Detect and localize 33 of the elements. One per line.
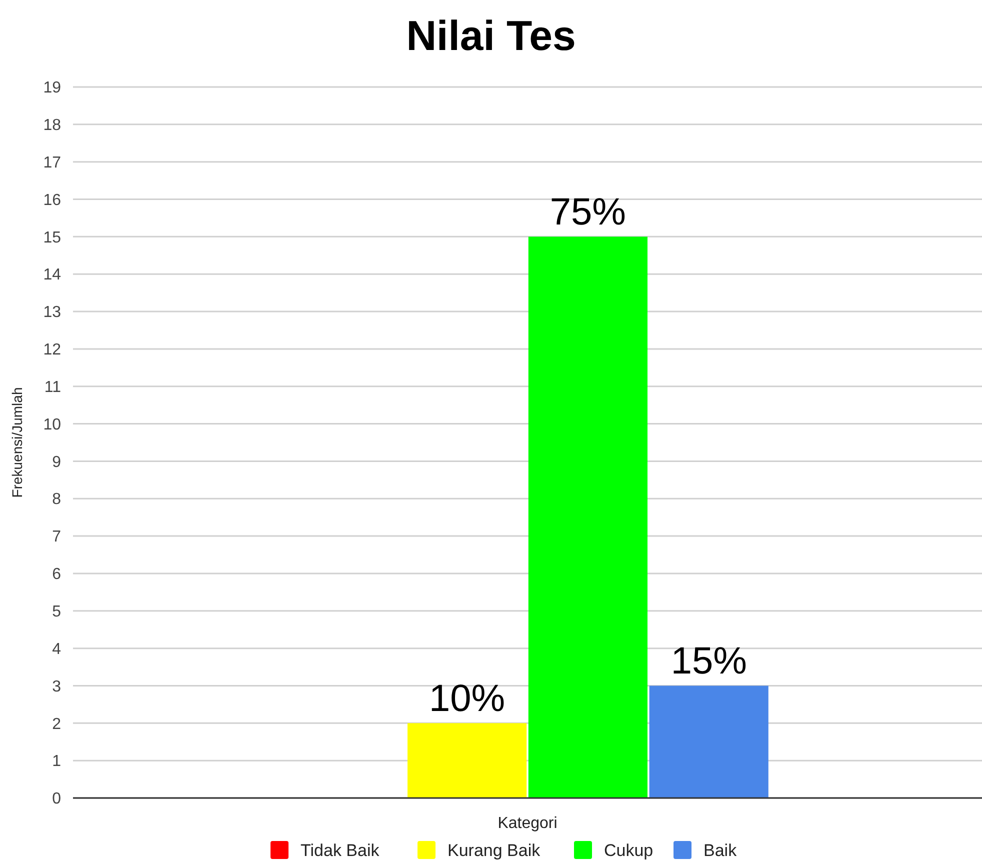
legend-label: Tidak Baik <box>300 840 380 860</box>
legend-label: Kurang Baik <box>448 840 541 860</box>
annotation: 10% <box>429 678 506 720</box>
legend-label: Baik <box>704 840 738 860</box>
y-tick-label: 5 <box>52 603 62 620</box>
y-tick-label: 8 <box>52 491 62 508</box>
y-axis-title: Frekuensi/Jumlah <box>9 387 25 498</box>
y-tick-label: 12 <box>43 342 62 359</box>
annotation: 15% <box>670 640 747 683</box>
y-tick-label: 0 <box>52 790 62 808</box>
y-tick-label: 10 <box>43 416 62 434</box>
y-tick-label: 3 <box>52 678 62 696</box>
bar <box>408 723 527 798</box>
bar <box>649 686 768 798</box>
y-tick-label: 4 <box>52 640 62 658</box>
y-tick-label: 19 <box>43 80 62 97</box>
x-axis-title: Kategori <box>498 815 558 832</box>
y-tick-label: 15 <box>43 229 62 246</box>
y-tick-label: 11 <box>44 378 62 396</box>
y-tick-label: 14 <box>43 266 62 284</box>
y-tick-label: 13 <box>43 304 62 322</box>
y-tick-label: 6 <box>52 566 62 584</box>
y-tick-label: 7 <box>52 528 62 546</box>
y-tick-label: 17 <box>43 154 62 172</box>
y-tick-label: 2 <box>52 716 62 733</box>
y-tick-label: 1 <box>52 753 62 770</box>
chart-title: Nilai Tes <box>406 12 576 59</box>
y-tick-label: 9 <box>52 454 62 471</box>
y-tick-label: 16 <box>43 192 62 209</box>
bar <box>528 236 648 798</box>
annotation: 75% <box>550 192 626 234</box>
legend-label: Cukup <box>604 840 654 860</box>
y-tick-label: 18 <box>43 117 62 134</box>
